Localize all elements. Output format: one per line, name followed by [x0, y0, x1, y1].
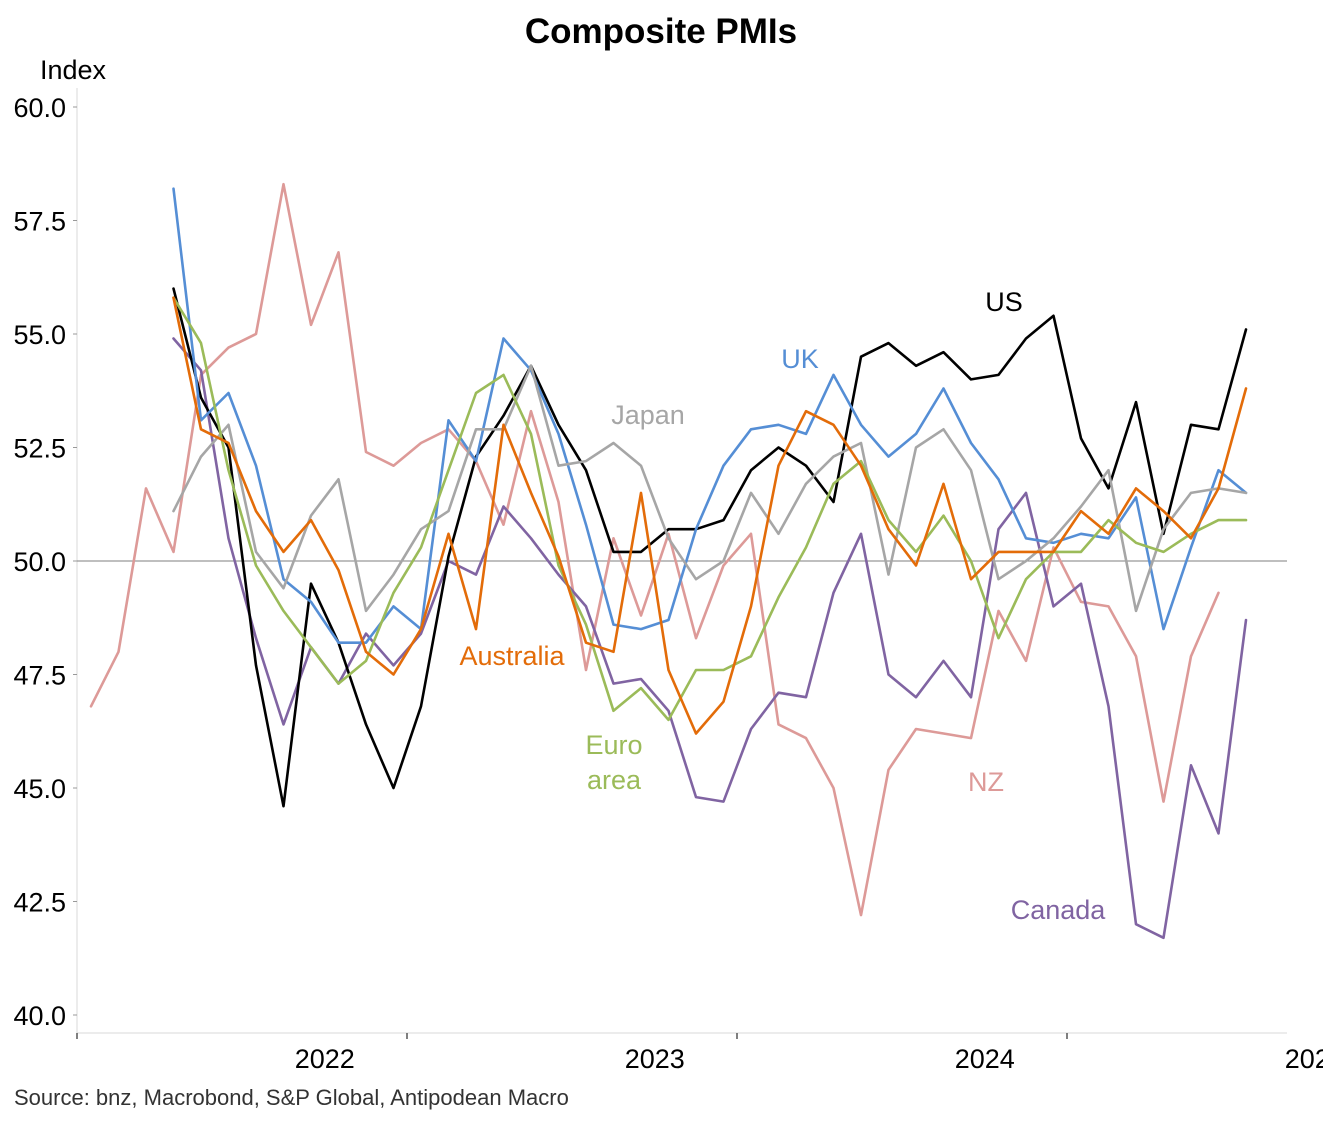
series-label-canada: Canada [1011, 895, 1107, 925]
x-tick-label: 2024 [955, 1044, 1015, 1074]
y-axis-ticks: 40.0 42.5 45.0 47.5 50.0 52.5 55.0 57.5 60.0 [13, 93, 77, 1031]
y-tick-label: 55.0 [13, 320, 66, 350]
series-line-japan [172, 364, 1248, 613]
series-line-nz [89, 182, 1220, 917]
series-line-us [172, 287, 1248, 808]
y-axis-unit-label: Index [40, 55, 107, 85]
series-line-uk [172, 187, 1248, 645]
series-label-us: US [985, 287, 1023, 317]
series-lines [89, 182, 1248, 940]
x-tick-label: 2023 [625, 1044, 685, 1074]
x-tick-label: 2022 [295, 1044, 355, 1074]
y-tick-label: 40.0 [13, 1001, 66, 1031]
source-note: Source: bnz, Macrobond, S&P Global, Anti… [14, 1085, 569, 1110]
x-tick-label: 2025 [1285, 1044, 1323, 1074]
series-label-euro-area: area [587, 765, 642, 795]
y-tick-label: 50.0 [13, 547, 66, 577]
y-tick-label: 42.5 [13, 888, 66, 918]
series-line-euro-area [172, 296, 1248, 722]
series-labels: NZ Canada US UK Japan Euro area Australia [459, 287, 1106, 925]
series-line-canada [172, 337, 1248, 940]
y-tick-label: 57.5 [13, 207, 66, 237]
series-label-nz: NZ [968, 767, 1004, 797]
y-tick-label: 52.5 [13, 434, 66, 464]
x-axis-ticks: 2022 2023 2024 2025 [76, 1033, 1323, 1074]
chart-title: Composite PMIs [525, 12, 797, 51]
y-tick-label: 45.0 [13, 774, 66, 804]
series-label-uk: UK [781, 344, 819, 374]
y-tick-label: 47.5 [13, 661, 66, 691]
y-tick-label: 60.0 [13, 93, 66, 123]
series-line-australia [172, 296, 1248, 735]
series-label-euro-area: Euro [585, 730, 642, 760]
series-label-australia: Australia [459, 641, 565, 671]
series-label-japan: Japan [611, 400, 685, 430]
